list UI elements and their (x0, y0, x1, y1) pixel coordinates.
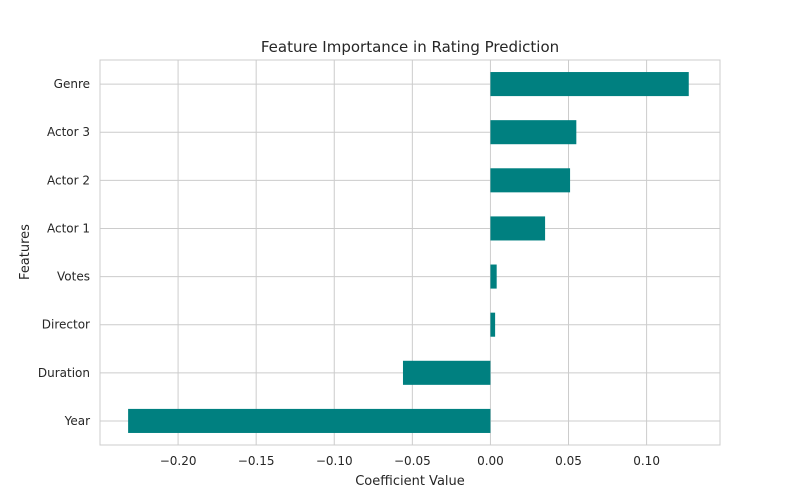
bar-genre (490, 72, 689, 97)
y-tick-label: Votes (57, 270, 90, 284)
x-tick-label: −0.05 (394, 454, 431, 468)
x-tick-label: 0.00 (477, 454, 504, 468)
bar-actor-3 (490, 120, 577, 145)
bar-votes (490, 264, 497, 289)
y-tick-label: Genre (54, 77, 90, 91)
x-tick-label: 0.05 (555, 454, 582, 468)
x-tick-labels: −0.20 −0.15 −0.10 −0.05 0.00 0.05 0.10 (160, 454, 660, 468)
bar-actor-2 (490, 168, 571, 193)
bars (128, 72, 689, 433)
y-tick-label: Actor 2 (47, 173, 90, 187)
chart-title: Feature Importance in Rating Prediction (261, 38, 559, 56)
y-tick-label: Director (42, 318, 90, 332)
x-tick-label: −0.10 (316, 454, 353, 468)
plot-frame (99, 59, 721, 446)
y-tick-label: Year (64, 414, 90, 428)
x-tick-label: −0.15 (238, 454, 275, 468)
x-tick-label: 0.10 (633, 454, 660, 468)
bar-duration (402, 360, 491, 385)
bar-director (490, 312, 496, 337)
grid-lines (100, 60, 720, 445)
y-tick-label: Actor 1 (47, 221, 90, 235)
y-axis-label: Features (18, 224, 33, 280)
x-axis-label: Coefficient Value (355, 474, 465, 489)
y-tick-label: Duration (38, 366, 90, 380)
x-tick-label: −0.20 (160, 454, 197, 468)
bar-actor-1 (490, 216, 546, 241)
y-tick-label: Actor 3 (47, 125, 90, 139)
y-tick-labels: Year Duration Director Votes Actor 1 Actor 2 A… (38, 77, 90, 428)
bar-year (128, 408, 491, 433)
